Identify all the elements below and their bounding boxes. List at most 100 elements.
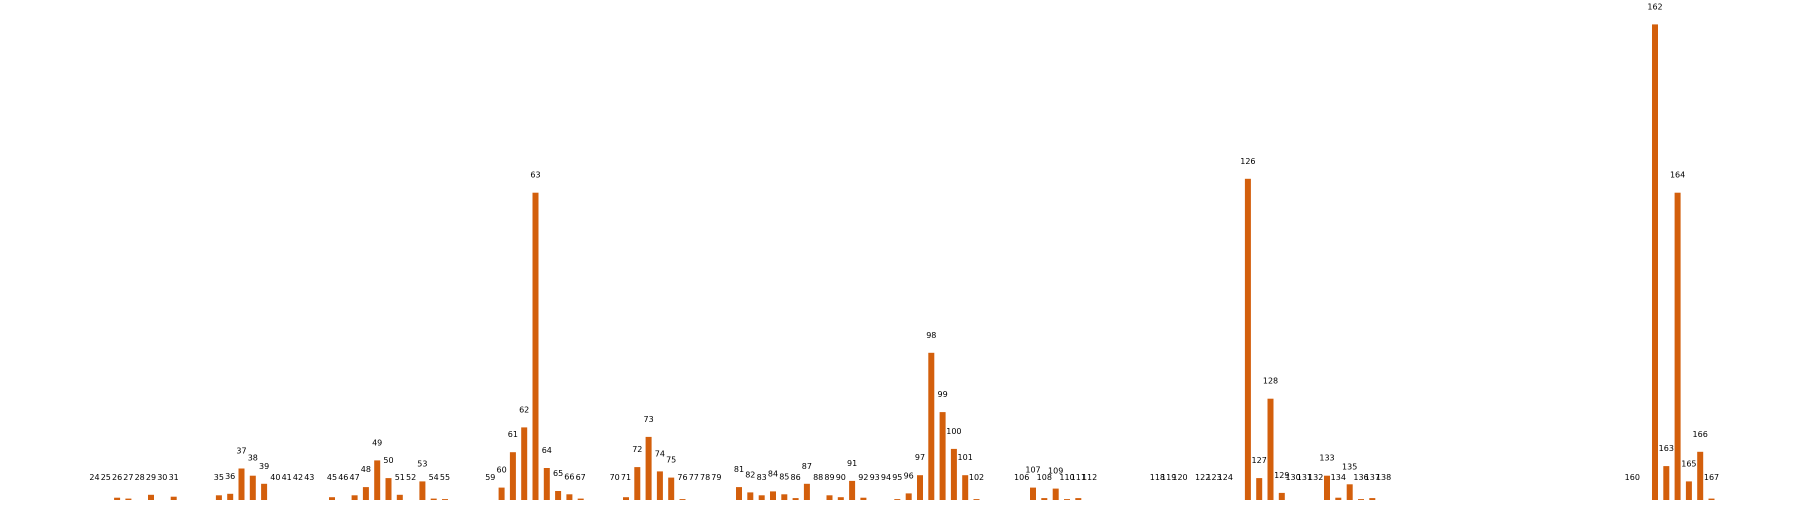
data-label-95: 95 (892, 473, 902, 482)
data-label-109: 109 (1048, 467, 1063, 476)
data-label-98: 98 (926, 331, 936, 340)
bar-164 (1674, 192, 1681, 501)
data-label-85: 85 (779, 472, 789, 481)
bar-35 (215, 495, 222, 501)
data-label-45: 45 (327, 473, 337, 482)
data-label-67: 67 (576, 473, 586, 482)
bar-66 (566, 494, 573, 501)
bar-91 (849, 480, 856, 501)
data-label-162: 162 (1647, 2, 1662, 11)
data-label-29: 29 (146, 473, 156, 482)
bar-101 (962, 475, 969, 501)
data-label-131: 131 (1297, 473, 1312, 482)
bar-98 (928, 352, 935, 501)
data-label-79: 79 (711, 473, 721, 482)
bar-36 (227, 493, 234, 501)
data-label-160: 160 (1625, 473, 1640, 482)
data-label-54: 54 (429, 473, 439, 482)
data-label-135: 135 (1342, 462, 1357, 471)
data-label-93: 93 (870, 473, 880, 482)
data-label-82: 82 (745, 470, 755, 479)
data-label-126: 126 (1240, 157, 1255, 166)
data-label-92: 92 (858, 473, 868, 482)
data-label-61: 61 (508, 430, 518, 439)
data-label-133: 133 (1319, 454, 1334, 463)
data-label-89: 89 (824, 473, 834, 482)
bar-165 (1685, 481, 1692, 501)
data-label-106: 106 (1014, 473, 1029, 482)
data-label-107: 107 (1025, 466, 1040, 475)
data-label-112: 112 (1082, 473, 1097, 482)
data-label-46: 46 (338, 473, 348, 482)
data-label-119: 119 (1161, 473, 1176, 482)
data-label-60: 60 (497, 466, 507, 475)
data-label-164: 164 (1670, 171, 1685, 180)
bar-series (91, 24, 1715, 502)
bar-39 (261, 483, 268, 501)
bar-135 (1346, 484, 1353, 501)
bar-74 (656, 471, 663, 501)
data-label-81: 81 (734, 465, 744, 474)
data-label-40: 40 (270, 473, 280, 482)
data-label-76: 76 (677, 473, 687, 482)
data-label-42: 42 (293, 473, 303, 482)
data-label-26: 26 (112, 473, 122, 482)
data-label-88: 88 (813, 473, 823, 482)
data-label-96: 96 (904, 471, 914, 480)
data-label-77: 77 (689, 473, 699, 482)
data-label-72: 72 (632, 445, 642, 454)
data-label-111: 111 (1071, 473, 1086, 482)
data-label-91: 91 (847, 459, 857, 468)
bar-26 (114, 497, 121, 501)
data-label-37: 37 (236, 447, 246, 456)
bar-29 (148, 494, 154, 501)
data-label-108: 108 (1037, 473, 1052, 482)
data-label-38: 38 (248, 454, 258, 463)
data-label-124: 124 (1218, 473, 1233, 482)
data-label-39: 39 (259, 462, 269, 471)
bar-85 (781, 494, 788, 501)
bar-61 (509, 452, 516, 501)
data-label-165: 165 (1681, 459, 1696, 468)
data-label-84: 84 (768, 469, 778, 478)
data-label-78: 78 (700, 473, 710, 482)
bar-38 (249, 475, 256, 501)
data-label-138: 138 (1376, 473, 1391, 482)
data-label-101: 101 (958, 453, 973, 462)
bar-129 (1278, 492, 1285, 501)
data-label-55: 55 (440, 473, 450, 482)
data-label-136: 136 (1353, 473, 1368, 482)
data-label-31: 31 (169, 473, 179, 482)
data-label-118: 118 (1150, 473, 1165, 482)
data-label-137: 137 (1365, 473, 1380, 482)
data-label-50: 50 (383, 456, 393, 465)
bar-81 (736, 487, 742, 501)
data-label-35: 35 (214, 473, 224, 482)
data-label-51: 51 (395, 473, 405, 482)
bar-53 (419, 481, 426, 501)
bar-89 (826, 495, 833, 501)
data-label-41: 41 (282, 473, 292, 482)
data-label-129: 129 (1274, 471, 1289, 480)
data-label-36: 36 (225, 472, 235, 481)
bar-107 (1030, 487, 1036, 501)
bar-60 (498, 487, 505, 501)
bar-37 (238, 468, 245, 501)
bar-109 (1052, 488, 1059, 501)
bar-64 (543, 468, 550, 501)
bar-82 (747, 492, 754, 501)
bar-51 (396, 494, 403, 501)
data-label-110: 110 (1059, 473, 1074, 482)
data-label-128: 128 (1263, 377, 1278, 386)
data-label-122: 122 (1195, 473, 1210, 482)
bar-71 (623, 497, 629, 501)
bar-73 (645, 436, 652, 501)
data-label-63: 63 (530, 171, 540, 180)
data-label-24: 24 (89, 473, 99, 482)
data-label-27: 27 (123, 473, 133, 482)
data-label-74: 74 (655, 449, 665, 458)
bar-100 (950, 448, 957, 501)
data-label-25: 25 (101, 473, 111, 482)
